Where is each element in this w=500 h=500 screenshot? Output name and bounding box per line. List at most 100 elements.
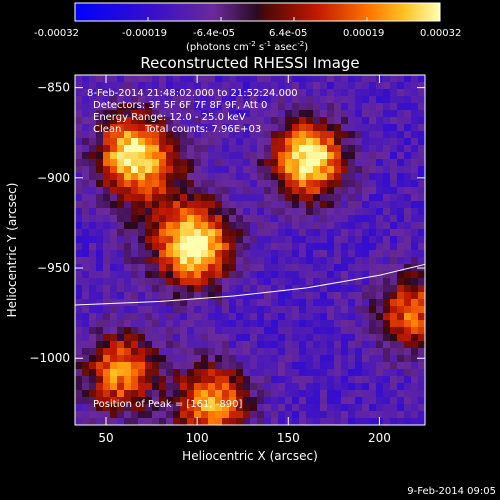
heatmap-cell	[124, 271, 132, 279]
heatmap-cell	[124, 334, 132, 342]
heatmap-cell	[243, 320, 251, 328]
heatmap-cell	[173, 313, 181, 321]
heatmap-cell	[159, 173, 167, 181]
heatmap-cell	[334, 299, 342, 307]
heatmap-cell	[341, 117, 349, 125]
heatmap-cell	[131, 103, 139, 111]
heatmap-cell	[187, 117, 195, 125]
heatmap-cell	[166, 243, 174, 251]
heatmap-cell	[159, 159, 167, 167]
heatmap-cell	[194, 208, 202, 216]
heatmap-cell	[250, 208, 258, 216]
heatmap-cell	[397, 334, 405, 342]
heatmap-cell	[390, 222, 398, 230]
heatmap-cell	[299, 404, 307, 412]
heatmap-cell	[292, 173, 300, 181]
heatmap-cell	[124, 418, 132, 425]
heatmap-cell	[166, 173, 174, 181]
heatmap-cell	[180, 103, 188, 111]
heatmap-cell	[292, 75, 300, 83]
heatmap-cell	[75, 124, 83, 132]
heatmap-cell	[411, 187, 419, 195]
heatmap-cell	[215, 334, 223, 342]
heatmap-cell	[264, 124, 272, 132]
heatmap-cell	[117, 418, 125, 425]
heatmap-cell	[194, 215, 202, 223]
heatmap-cell	[355, 418, 363, 425]
heatmap-cell	[250, 327, 258, 335]
heatmap-cell	[229, 418, 237, 425]
heatmap-cell	[180, 257, 188, 265]
heatmap-cell	[257, 96, 265, 104]
heatmap-cell	[411, 334, 419, 342]
heatmap-cell	[152, 285, 160, 293]
heatmap-cell	[138, 285, 146, 293]
heatmap-cell	[362, 327, 370, 335]
heatmap-cell	[138, 250, 146, 258]
heatmap-cell	[257, 299, 265, 307]
heatmap-cell	[159, 180, 167, 188]
heatmap-cell	[173, 103, 181, 111]
heatmap-cell	[110, 264, 118, 272]
heatmap-cell	[187, 145, 195, 153]
heatmap-cell	[418, 362, 425, 370]
heatmap-cell	[173, 166, 181, 174]
heatmap-cell	[404, 327, 412, 335]
heatmap-cell	[194, 75, 202, 83]
heatmap-cell	[229, 383, 237, 391]
heatmap-cell	[89, 180, 97, 188]
heatmap-cell	[271, 397, 279, 405]
heatmap-cell	[397, 173, 405, 181]
heatmap-cell	[418, 243, 425, 251]
heatmap-cell	[194, 292, 202, 300]
heatmap-cell	[299, 201, 307, 209]
heatmap-cell	[397, 208, 405, 216]
heatmap-cell	[152, 390, 160, 398]
heatmap-cell	[376, 131, 384, 139]
heatmap-cell	[257, 82, 265, 90]
heatmap-cell	[355, 159, 363, 167]
heatmap-cell	[320, 110, 328, 118]
heatmap-cell	[418, 327, 425, 335]
heatmap-cell	[250, 159, 258, 167]
heatmap-cell	[376, 187, 384, 195]
heatmap-cell	[320, 187, 328, 195]
heatmap-cell	[215, 257, 223, 265]
heatmap-cell	[313, 201, 321, 209]
heatmap-cell	[89, 173, 97, 181]
heatmap-cell	[313, 390, 321, 398]
heatmap-cell	[299, 278, 307, 286]
heatmap-cell	[299, 229, 307, 237]
heatmap-cell	[334, 271, 342, 279]
heatmap-cell	[271, 383, 279, 391]
heatmap-cell	[369, 208, 377, 216]
heatmap-cell	[334, 145, 342, 153]
heatmap-cell	[313, 243, 321, 251]
heatmap-cell	[299, 236, 307, 244]
heatmap-cell	[145, 306, 153, 314]
heatmap-cell	[390, 306, 398, 314]
heatmap-cell	[348, 117, 356, 125]
heatmap-cell	[411, 229, 419, 237]
heatmap-cell	[299, 250, 307, 258]
heatmap-cell	[110, 390, 118, 398]
heatmap-cell	[131, 138, 139, 146]
heatmap-cell	[362, 103, 370, 111]
heatmap-cell	[75, 271, 83, 279]
heatmap-cell	[138, 411, 146, 419]
heatmap-cell	[166, 89, 174, 97]
heatmap-cell	[96, 271, 104, 279]
heatmap-cell	[264, 117, 272, 125]
heatmap-cell	[152, 418, 160, 425]
heatmap-cell	[341, 208, 349, 216]
heatmap-cell	[250, 390, 258, 398]
heatmap-cell	[292, 166, 300, 174]
heatmap-cell	[411, 124, 419, 132]
heatmap-cell	[103, 369, 111, 377]
heatmap-cell	[355, 208, 363, 216]
heatmap-cell	[320, 138, 328, 146]
heatmap-cell	[411, 89, 419, 97]
heatmap-cell	[229, 194, 237, 202]
heatmap-cell	[320, 355, 328, 363]
heatmap-cell	[390, 264, 398, 272]
